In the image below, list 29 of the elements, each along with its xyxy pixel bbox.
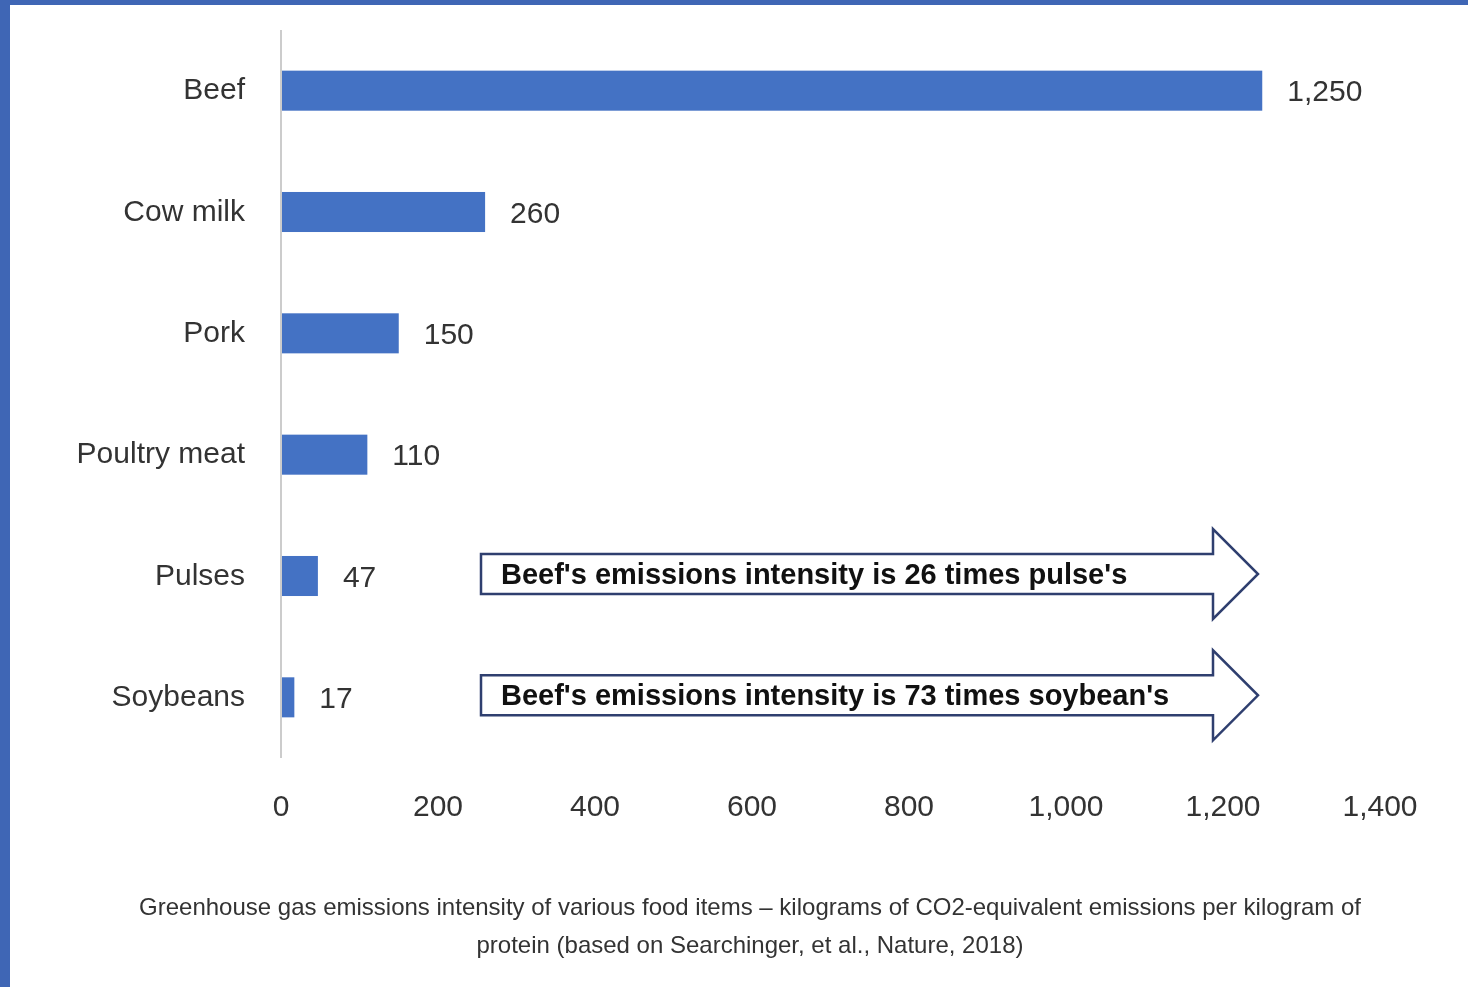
- x-tick-label: 400: [569, 788, 621, 822]
- data-label: 1,250: [1287, 74, 1363, 108]
- bar: [281, 313, 399, 354]
- y-tick-label: Beef: [183, 72, 246, 106]
- x-tick-label: 600: [726, 788, 778, 822]
- bar: [281, 191, 486, 233]
- annotation: Beef's emissions intensity is 26 times pulse's: [501, 558, 1128, 590]
- x-tick-label: 1,000: [1028, 788, 1104, 822]
- x-tick-label: 800: [883, 788, 935, 822]
- y-tick-label: Pork: [183, 314, 246, 348]
- data-label: 17: [319, 680, 353, 714]
- data-label: 150: [423, 316, 474, 350]
- y-tick-label: Soybeans: [111, 678, 245, 712]
- y-tick-label: Pulses: [154, 557, 245, 591]
- annotation: Beef's emissions intensity is 73 times soybean's: [501, 679, 1170, 712]
- x-tick-label: 1,400: [1342, 788, 1418, 822]
- bar: [281, 677, 295, 718]
- y-tick-label: Cow milk: [123, 193, 246, 227]
- bar: [281, 555, 318, 597]
- data-label: 47: [342, 559, 377, 593]
- bar: [281, 70, 1263, 111]
- bar: [281, 434, 368, 475]
- y-tick-label: Poultry meat: [76, 436, 246, 470]
- data-label: 260: [510, 195, 561, 229]
- x-tick-label: 0: [272, 788, 290, 822]
- text: Greenhouse gas emissions intensity of various food items – kilograms of CO2-equivalent emissions per kilogram of protein (based on Searchinger, et al., Nature, 2018): [139, 892, 1362, 958]
- x-tick-label: 1,200: [1185, 788, 1261, 822]
- data-label: 110: [392, 438, 441, 472]
- x-tick-label: 200: [412, 788, 464, 822]
